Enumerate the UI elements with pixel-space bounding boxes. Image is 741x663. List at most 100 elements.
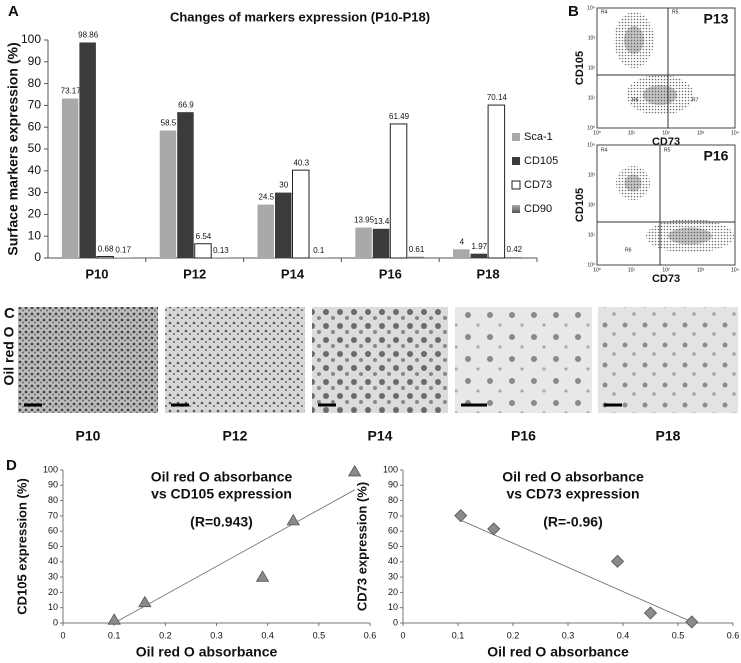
y-tick-label: 10¹	[588, 95, 596, 101]
value-label: 66.9	[178, 100, 194, 109]
value-label: 24.5	[258, 193, 274, 202]
bar	[275, 192, 292, 258]
legend-label: CD73	[524, 179, 552, 191]
y-tick-label: 20	[388, 587, 398, 597]
value-label: 98.86	[78, 31, 99, 40]
micrograph-label: P14	[368, 428, 393, 444]
value-label: 4	[460, 237, 465, 246]
value-label: 70.14	[487, 93, 508, 102]
y-tick-label: 90	[48, 480, 58, 490]
y-axis-label: CD105	[574, 51, 586, 85]
x-tick-label: P16	[379, 266, 402, 281]
x-tick-label: 10²	[662, 267, 670, 273]
value-label: 13.95	[354, 216, 375, 225]
x-tick-label: 0.1	[108, 630, 121, 640]
x-tick-label: 10¹	[628, 130, 636, 136]
x-tick-label: 0.3	[210, 630, 223, 640]
chart-subtitle: vs CD105 expression	[151, 486, 292, 502]
chart-subtitle: vs CD73 expression	[506, 486, 639, 502]
gate-label: R5	[664, 147, 671, 153]
bar	[257, 204, 274, 258]
annotation: (R=0.943)	[190, 514, 253, 530]
value-label: 0.42	[507, 245, 523, 254]
legend-swatch	[512, 205, 520, 213]
legend-label: Sca-1	[524, 131, 553, 143]
point	[610, 554, 625, 568]
x-tick-label: 10⁴	[731, 267, 739, 273]
x-tick-label: 10²	[662, 130, 670, 136]
y-axis-label: Oil red O	[1, 326, 17, 385]
flow-title: P16	[704, 148, 729, 164]
flow-title: P13	[704, 11, 729, 27]
bar	[159, 130, 177, 258]
point	[255, 570, 270, 582]
bar	[487, 104, 506, 259]
trendline	[457, 518, 695, 624]
y-tick-label: 80	[48, 495, 58, 505]
x-tick-label: P14	[281, 266, 305, 281]
y-tick-label: 10⁰	[587, 262, 595, 268]
y-tick-label: 10¹	[588, 232, 596, 238]
y-tick-label: 0	[393, 617, 398, 627]
value-label: 30	[279, 181, 288, 190]
y-tick-label: 60	[48, 526, 58, 536]
y-tick-label: 10²	[588, 202, 596, 208]
point	[643, 606, 658, 620]
y-tick-label: 90	[388, 480, 398, 490]
y-tick-label: 70	[48, 510, 58, 520]
bar	[177, 112, 194, 259]
x-tick-label: 10⁰	[593, 130, 601, 136]
value-label: 13.4	[374, 217, 390, 226]
micrograph-label: P16	[511, 428, 536, 444]
x-axis-label: Oil red O absorbance	[487, 644, 629, 660]
annotation: (R=-0.96)	[543, 514, 603, 530]
value-label: 61.49	[389, 112, 410, 121]
y-tick-label: 10	[388, 602, 398, 612]
micrograph-label: P10	[76, 428, 101, 444]
value-label: 6.54	[196, 232, 212, 241]
x-tick-label: 0.3	[562, 630, 575, 640]
x-tick-label: P18	[477, 266, 500, 281]
x-tick-label: 10¹	[628, 267, 636, 273]
x-tick-label: 10⁰	[593, 267, 601, 273]
y-tick-label: 60	[28, 119, 42, 133]
y-tick-label: 100	[43, 464, 58, 474]
y-tick-label: 40	[48, 556, 58, 566]
x-tick-label: 0.2	[507, 630, 520, 640]
value-label: 0.61	[409, 245, 425, 254]
value-label: 0.13	[213, 246, 229, 255]
cell-cloud-core	[643, 85, 677, 105]
gate-label: R5	[672, 9, 679, 15]
value-label: 1.97	[472, 242, 488, 251]
bar	[61, 98, 79, 258]
x-tick-label: 10³	[697, 130, 705, 136]
x-tick-label: 0.2	[159, 630, 172, 640]
value-label: 0.68	[98, 245, 114, 254]
y-tick-label: 0	[53, 617, 58, 627]
panel-label: C	[4, 305, 15, 322]
value-label: 58.5	[161, 119, 177, 128]
y-axis-label: Surface markers expression (%)	[5, 42, 21, 255]
bar	[505, 257, 523, 258]
y-tick-label: 20	[28, 207, 42, 221]
cell-cloud	[616, 166, 650, 200]
y-tick-label: 10³	[588, 35, 596, 41]
panel-label: D	[6, 457, 17, 474]
y-tick-label: 70	[28, 98, 42, 112]
legend-label: CD90	[524, 203, 552, 215]
panel-label: A	[8, 3, 19, 20]
x-tick-label: 10⁴	[731, 130, 739, 136]
y-axis-label: CD105	[574, 188, 586, 222]
gate-label: R7	[692, 97, 699, 103]
bar	[194, 243, 212, 259]
bar	[470, 253, 488, 258]
x-tick-label: 0.1	[452, 630, 465, 640]
x-tick-label: 0.6	[364, 630, 377, 640]
x-tick-label: 0.6	[727, 630, 740, 640]
x-tick-label: 0.5	[672, 630, 685, 640]
value-label: 40.3	[293, 158, 309, 167]
bar	[389, 123, 408, 259]
micrograph	[165, 307, 305, 413]
cell-cloud	[614, 12, 654, 68]
cell-cloud-core	[668, 227, 712, 245]
